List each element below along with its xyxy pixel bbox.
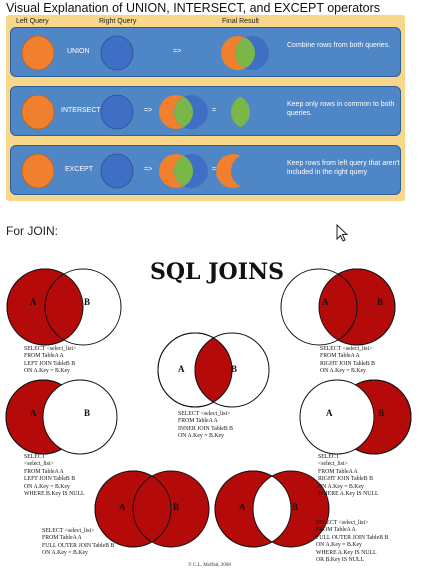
- full-join-null-venn: [214, 470, 330, 548]
- except-label: EXCEPT: [65, 166, 94, 173]
- union-left-set: [21, 35, 55, 71]
- inner-join-venn: [157, 332, 270, 408]
- header-right-query: Right Query: [99, 18, 137, 25]
- join-heading: For JOIN:: [6, 224, 59, 238]
- union-label: UNION: [67, 48, 90, 55]
- except-result: [216, 154, 250, 188]
- union-arrow: =>: [173, 48, 182, 55]
- except-left-set: [21, 153, 55, 189]
- right-join-null-venn: [299, 379, 412, 455]
- sql-joins-title: SQL JOINS: [149, 259, 285, 285]
- right-join-query: SELECT <select_list> FROM TableA A RIGHT…: [320, 346, 375, 375]
- full-null-label-a: A: [239, 502, 246, 512]
- intersect-equals: =: [212, 107, 217, 114]
- left-join-null-query: SELECT <select_list> FROM TableA A LEFT …: [24, 454, 85, 498]
- inner-join-query: SELECT <select_list> FROM TableA A INNER…: [178, 411, 234, 440]
- union-right-set: [100, 35, 134, 71]
- header-left-query: Left Query: [16, 18, 49, 25]
- union-row: UNION => Combine rows from both queries.: [10, 27, 401, 77]
- intersect-arrow: =>: [144, 107, 153, 114]
- union-result-overlap: [235, 36, 255, 70]
- union-diagram: [21, 35, 269, 71]
- set-operators-panel: Left Query Right Query Final Result UNIO…: [6, 15, 405, 201]
- full-join-label-a: A: [119, 502, 126, 512]
- except-description: Keep rows from left query that aren't in…: [287, 160, 400, 176]
- right-null-label-a: A: [326, 408, 333, 418]
- right-join-label-b: B: [377, 297, 384, 307]
- header-final-result: Final Result: [222, 18, 259, 25]
- left-null-label-b: B: [84, 408, 91, 418]
- left-join-label-a: A: [30, 297, 37, 307]
- except-arrow: =>: [144, 166, 153, 173]
- page-title: Visual Explanation of UNION, INTERSECT, …: [6, 1, 381, 15]
- left-join-label-b: B: [84, 297, 91, 307]
- intersect-description: Keep only rows in common to both queries…: [287, 101, 395, 117]
- inner-join-label-a: A: [178, 364, 185, 374]
- full-null-label-b: B: [292, 502, 299, 512]
- intersect-right-set: [100, 94, 134, 130]
- right-join-venn: [280, 268, 396, 346]
- left-join-query: SELECT <select_list> FROM TableA A LEFT …: [24, 346, 77, 375]
- full-join-venn: [94, 470, 210, 548]
- intersect-row: INTERSECT => = Keep only rows in common …: [10, 86, 401, 136]
- left-null-label-a: A: [30, 408, 37, 418]
- left-join-null-venn: [5, 379, 118, 455]
- intersect-label: INTERSECT: [61, 107, 101, 114]
- copyright-text: © C.L. Moffatt, 2008: [188, 563, 231, 568]
- intersect-left-set: [21, 94, 55, 130]
- right-null-label-b: B: [378, 408, 385, 418]
- mouse-cursor-icon: [336, 224, 349, 242]
- intersect-venn-overlap: [174, 95, 193, 129]
- except-equals: =: [212, 166, 217, 173]
- except-row: EXCEPT => = Keep rows from left query th…: [10, 145, 401, 195]
- full-join-label-b: B: [173, 502, 180, 512]
- intersect-diagram: [21, 94, 250, 130]
- except-diagram: [21, 153, 250, 189]
- union-description: Combine rows from both queries.: [287, 42, 391, 49]
- full-join-null-query: SELECT <select_list> FROM TableA A FULL …: [316, 520, 389, 564]
- sql-joins-diagram: [5, 268, 412, 548]
- right-join-null-query: SELECT <select_list> FROM TableA A RIGHT…: [318, 454, 379, 498]
- except-right-set: [100, 153, 134, 189]
- left-join-venn: [6, 268, 122, 346]
- full-join-query: SELECT <select_list> FROM TableA A FULL …: [42, 528, 115, 557]
- right-join-label-a: A: [322, 297, 329, 307]
- except-venn-overlap: [174, 154, 193, 188]
- inner-join-label-b: B: [231, 364, 238, 374]
- intersect-result: [231, 95, 250, 129]
